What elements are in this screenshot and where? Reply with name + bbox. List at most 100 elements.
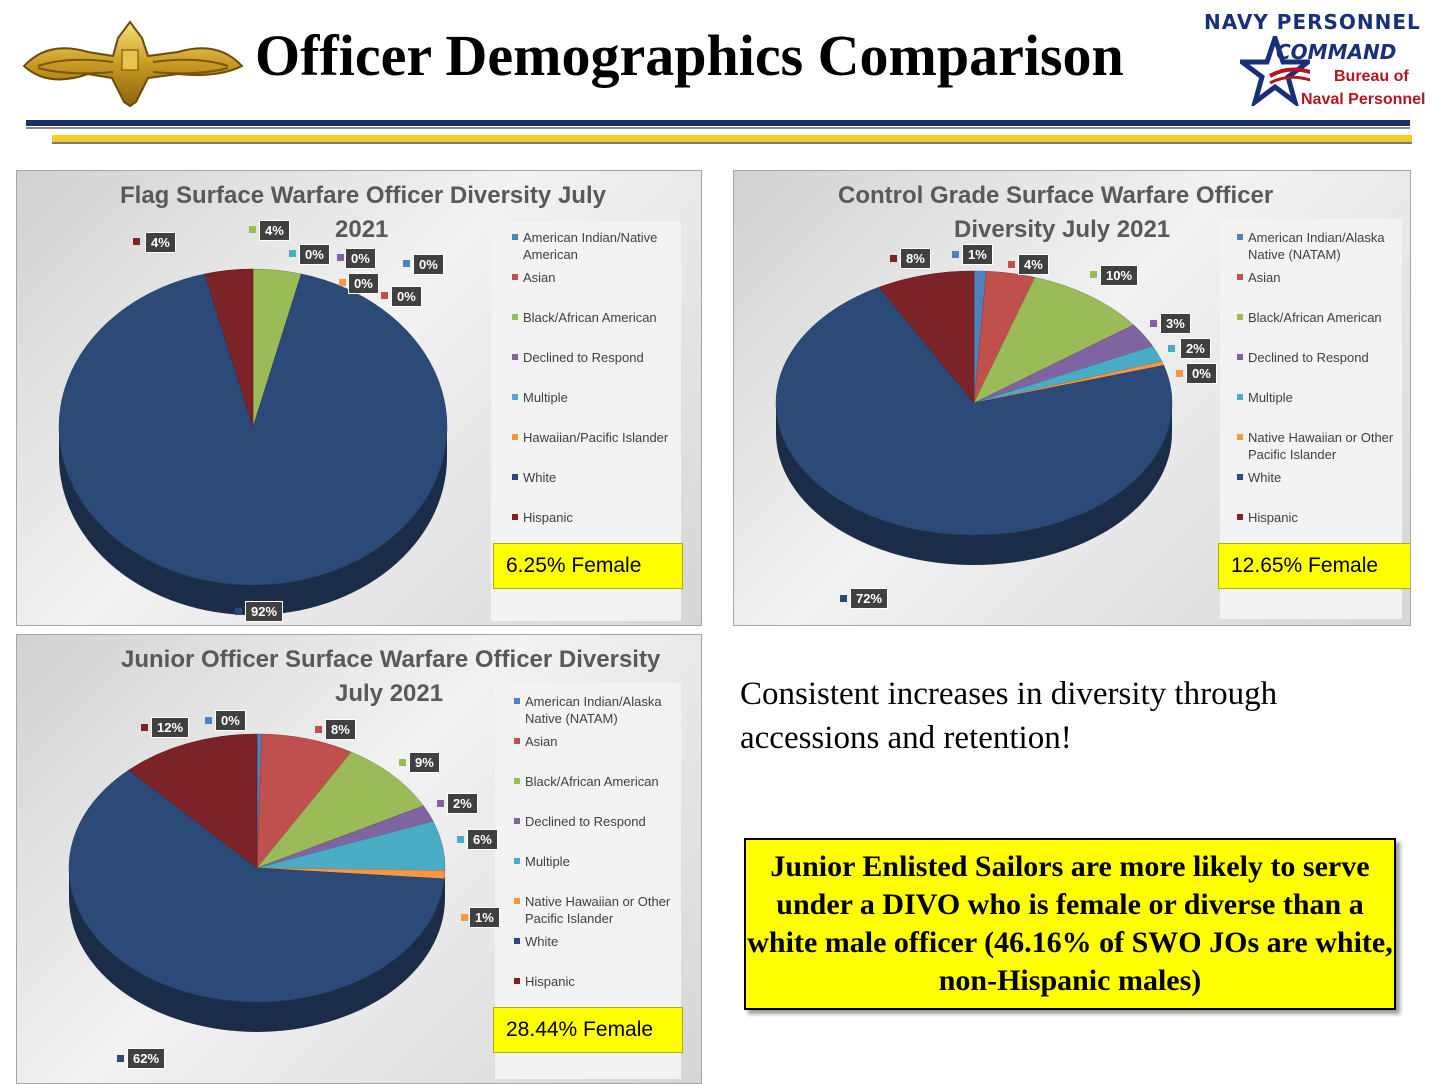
chart-title-line2: July 2021 <box>335 680 443 707</box>
pie-slice-white <box>775 286 1173 536</box>
legend-label: Black/African American <box>525 774 659 789</box>
flag-pie-chart: Flag Surface Warfare Officer Diversity J… <box>58 182 607 615</box>
label-swatch <box>1090 271 1097 278</box>
legend-label: Asian <box>523 270 556 285</box>
label-swatch <box>133 238 140 245</box>
legend-swatch <box>514 938 520 944</box>
data-label-white: 72% <box>850 588 889 609</box>
legend-item-declined: Declined to Respond <box>514 813 675 830</box>
star-icon <box>1240 36 1310 106</box>
female-note-text: 28.44% Female <box>506 1018 654 1041</box>
legend-item-black: Black/African American <box>514 773 675 790</box>
legend-label: Asian <box>1248 270 1281 285</box>
chart-panel-control-grade: Control Grade Surface Warfare Officer Di… <box>733 170 1411 626</box>
header-divider-navy <box>26 120 1410 126</box>
legend-label: Multiple <box>523 390 568 405</box>
label-swatch <box>952 251 959 258</box>
legend-item-natam: American Indian/Alaska Native (NATAM) <box>1237 229 1398 263</box>
legend-item-hispanic: Hispanic <box>1237 509 1398 526</box>
data-label-asian: 8% <box>325 719 356 740</box>
legend-item-hispanic: Hispanic <box>514 973 675 990</box>
data-label-white: 62% <box>127 1048 166 1069</box>
junior-officer-pie-chart: Junior Officer Surface Warfare Officer D… <box>68 646 661 1032</box>
legend-item-natam: American Indian/Alaska Native (NATAM) <box>514 693 675 727</box>
legend-swatch <box>514 858 520 864</box>
female-note-text: 6.25% Female <box>506 554 642 577</box>
chart-panel-flag: Flag Surface Warfare Officer Diversity J… <box>16 170 702 626</box>
label-swatch <box>1168 345 1175 352</box>
legend-swatch <box>1237 394 1243 400</box>
header-divider-gold <box>52 135 1412 144</box>
label-swatch <box>235 608 242 615</box>
legend-swatch <box>514 898 520 904</box>
label-swatch <box>840 595 847 602</box>
data-label-multiple: 0% <box>299 244 330 265</box>
data-label-natam: 1% <box>962 244 993 265</box>
legend-swatch <box>512 354 518 360</box>
surface-warfare-insignia-icon <box>22 20 244 108</box>
legend-swatch <box>512 394 518 400</box>
legend-label: Asian <box>525 734 558 749</box>
pie-side-depth <box>59 427 447 615</box>
legend-label: American Indian/Alaska Native (NATAM) <box>525 694 662 726</box>
legend-swatch <box>1237 514 1243 520</box>
logo-line-2: COMMAND <box>1276 40 1397 64</box>
label-swatch <box>117 1055 124 1062</box>
consistent-increases-text: Consistent increases in diversity throug… <box>740 676 1278 756</box>
data-label-black: 4% <box>259 220 290 241</box>
legend-label: Multiple <box>1248 390 1293 405</box>
legend-label: White <box>525 934 559 949</box>
legend-swatch <box>1237 354 1243 360</box>
legend-swatch <box>512 234 518 240</box>
label-swatch <box>403 260 410 267</box>
legend-label: Hispanic <box>525 974 575 989</box>
legend-item-white: White <box>1237 469 1398 486</box>
legend-item-hispanic: Hispanic <box>512 509 673 526</box>
data-label-black: 9% <box>409 752 440 773</box>
legend-swatch <box>514 818 520 824</box>
label-swatch <box>437 800 444 807</box>
chart-title-line1: Control Grade Surface Warfare Officer <box>838 182 1273 209</box>
legend-label: White <box>1248 470 1282 485</box>
page-title: Officer Demographics Comparison <box>255 23 1124 88</box>
logo-line-3: Bureau of <box>1334 68 1409 85</box>
legend-label: Declined to Respond <box>1248 350 1369 365</box>
chart-title-line2: 2021 <box>335 216 388 243</box>
data-label-hispanic: 4% <box>145 232 176 253</box>
data-label-declined: 2% <box>447 793 478 814</box>
chart-title-line2: Diversity July 2021 <box>954 216 1170 243</box>
data-label-multiple: 2% <box>1180 338 1211 359</box>
legend-item-hawaiian: Hawaiian/Pacific Islander <box>512 429 673 446</box>
chart-title-line1: Flag Surface Warfare Officer Diversity J… <box>120 182 607 209</box>
female-note: 12.65% Female <box>1218 543 1410 589</box>
legend-label: Native Hawaiian or Other Pacific Islande… <box>525 894 671 926</box>
data-label-hawaiian: 0% <box>1186 363 1217 384</box>
legend-swatch <box>1237 234 1243 240</box>
label-swatch <box>339 279 346 286</box>
label-swatch <box>461 914 468 921</box>
legend-swatch <box>512 434 518 440</box>
logo-line-4: Naval Personnel <box>1301 91 1426 108</box>
legend-swatch <box>514 738 520 744</box>
legend-label: Black/African American <box>523 310 657 325</box>
data-label-natam: 0% <box>413 254 444 275</box>
data-label-declined: 3% <box>1160 313 1191 334</box>
label-swatch <box>1176 370 1183 377</box>
legend-label: Declined to Respond <box>523 350 644 365</box>
label-swatch <box>289 250 296 257</box>
legend-item-multiple: Multiple <box>512 389 673 406</box>
legend-item-black: Black/African American <box>1237 309 1398 326</box>
pie-slice-black <box>973 277 1135 404</box>
female-note: 28.44% Female <box>493 1007 683 1053</box>
callout-text: Junior Enlisted Sailors are more likely … <box>747 850 1393 997</box>
data-label-hawaiian: 1% <box>469 907 500 928</box>
legend-item-white: White <box>514 933 675 950</box>
chart-title-line1: Junior Officer Surface Warfare Officer D… <box>121 646 661 673</box>
data-label-black: 10% <box>1100 265 1139 286</box>
label-swatch <box>890 255 897 262</box>
label-swatch <box>141 724 148 731</box>
label-swatch <box>381 292 388 299</box>
legend-label: Hispanic <box>1248 510 1298 525</box>
data-label-hispanic: 8% <box>900 248 931 269</box>
label-swatch <box>337 254 344 261</box>
